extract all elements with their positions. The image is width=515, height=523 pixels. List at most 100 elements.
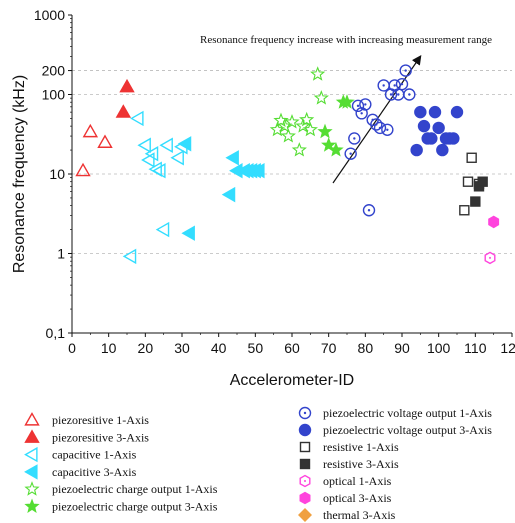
data-point [302,121,318,137]
series-9 [470,176,488,207]
legend-label: capacitive 1-Axis [52,448,137,462]
legend-marker [299,441,311,453]
trend-annotation-text: Resonance frequency increase with increa… [200,34,492,46]
legend-marker [24,498,40,514]
y-tick-label: 0,1 [46,325,66,341]
legend-label: resistive 1-Axis [323,440,399,454]
data-point [159,137,173,153]
series-0 [75,123,113,177]
data-point [122,248,137,265]
data-point [225,150,239,166]
legend-label: optical 1-Axis [323,474,392,488]
data-point [141,152,155,168]
x-tick-label: 60 [284,340,300,356]
data-point [181,225,195,241]
legend-marker [298,508,312,522]
data-point [339,94,355,109]
data-point [399,64,412,77]
y-tick-label: 200 [42,63,66,79]
x-tick-label: 10 [101,340,117,356]
legend-label: thermal 3-Axis [323,508,396,522]
data-point [470,196,481,207]
data-point [291,142,307,157]
data-point [310,66,326,81]
legend-label: piezoelectric voltage output 3-Axis [323,423,492,437]
data-point [75,162,91,177]
data-point [428,105,442,119]
data-point [351,99,365,113]
data-point [377,79,390,92]
legend-marker [24,412,40,426]
axes [68,14,513,337]
data-point [251,163,265,179]
legend-label: optical 3-Axis [323,491,392,505]
series-1 [115,78,135,118]
series-3 [177,136,265,241]
data-point [477,176,488,187]
x-tick-label: 110 [464,340,487,356]
data-point [359,98,372,111]
data-point [273,112,289,127]
series-2 [122,110,188,265]
data-point [414,105,427,119]
data-point [119,78,135,93]
data-point [436,143,449,157]
trend-arrow [332,55,422,184]
data-point [425,132,438,145]
legend-label: piezoresitive 1-Axis [52,413,149,427]
trend-annotation: Resonance frequency increase with increa… [200,34,492,184]
axis-labels: 01020304050607080901001101200,1110100200… [11,7,515,389]
data-point [221,186,236,203]
data-point [280,128,296,143]
data-point [321,137,337,152]
data-point [362,204,376,217]
data-point [447,132,460,145]
legend-marker [299,474,311,488]
y-axis-title: Resonance frequency (kHz) [11,75,28,273]
data-point [462,176,474,187]
data-point [450,105,464,119]
data-point [137,137,151,153]
x-tick-label: 50 [248,340,264,356]
data-point [130,110,144,127]
gridlines [72,70,512,254]
legend-marker [24,446,38,463]
legend-marker [298,423,312,437]
data-point [417,119,431,133]
legend-marker [298,406,312,420]
series-11 [488,215,500,229]
data-point [403,88,416,101]
x-tick-label: 90 [394,340,410,356]
x-tick-label: 0 [68,340,76,356]
data-point [348,132,361,145]
y-tick-label: 1000 [34,7,65,23]
data-point [115,104,132,118]
data-point [410,143,423,157]
data-point [177,136,192,152]
legend: piezoresitive 1-Axis piezoresitive 3-Axis… [24,406,492,522]
data-point [155,221,170,238]
data-point [317,123,333,139]
data-point [82,123,99,138]
y-tick-label: 10 [49,166,65,182]
data-point [152,163,166,179]
data-points [75,64,500,265]
data-point [144,145,159,162]
x-tick-label: 30 [174,340,190,356]
data-point [381,123,394,136]
series-7 [410,105,464,157]
data-point [373,121,387,135]
data-point [97,134,113,148]
data-point [344,147,357,160]
y-tick-label: 100 [42,87,66,103]
data-point [170,150,184,166]
x-axis-title: Accelerometer-ID [230,372,354,389]
series-5 [317,94,355,157]
x-tick-label: 120 [500,340,515,356]
legend-marker [24,481,40,496]
data-point [295,118,311,133]
legend-label: piezoelectric charge output 1-Axis [52,482,218,496]
data-point [328,142,344,157]
legend-label: piezoresitive 3-Axis [52,430,149,444]
